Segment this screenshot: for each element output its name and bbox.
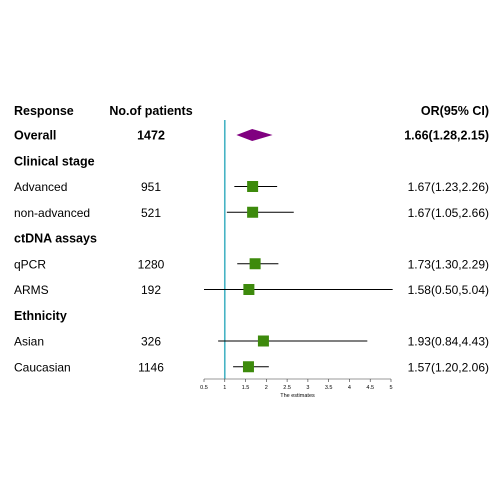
row-patients: 326 xyxy=(141,335,161,349)
row-advanced: Advanced 951 1.67(1.23,2.26) xyxy=(14,180,489,194)
row-label: qPCR xyxy=(14,257,46,271)
row-qpcr: qPCR 1280 1.73(1.30,2.29) xyxy=(14,257,489,271)
point-estimate xyxy=(247,206,259,218)
row-label: ctDNA assays xyxy=(14,232,97,246)
row-patients: 951 xyxy=(141,180,161,194)
x-tick-label: 3 xyxy=(306,385,309,391)
row-label: Advanced xyxy=(14,180,67,194)
row-or-ci: 1.66(1.28,2.15) xyxy=(404,129,489,143)
row-patients: 1146 xyxy=(138,360,164,374)
row-overall: Overall 1472 1.66(1.28,2.15) xyxy=(14,129,489,143)
x-axis-title: The estimates xyxy=(280,393,315,399)
row-label: Ethnicity xyxy=(14,309,67,323)
x-axis: 0.5 1 1.5 2 2.5 3 3.5 4 4.5 5 The estimates xyxy=(200,378,393,399)
row-patients: 521 xyxy=(141,206,161,220)
row-ethnicity: Ethnicity xyxy=(14,309,67,323)
x-tick-label: 0.5 xyxy=(200,385,208,391)
x-tick-label: 2.5 xyxy=(283,385,291,391)
header-response: Response xyxy=(14,104,74,118)
row-clinical-stage: Clinical stage xyxy=(14,154,95,168)
header-or-ci: OR(95% CI) xyxy=(421,104,489,118)
row-patients: 1280 xyxy=(138,257,165,271)
row-asian: Asian 326 1.93(0.84,4.43) xyxy=(14,335,489,349)
x-tick-label: 4.5 xyxy=(366,385,374,391)
row-label: ARMS xyxy=(14,283,49,297)
row-or-ci: 1.93(0.84,4.43) xyxy=(408,335,489,349)
x-tick-label: 1 xyxy=(223,385,226,391)
point-estimate xyxy=(257,335,269,347)
row-label: Asian xyxy=(14,335,44,349)
row-or-ci: 1.67(1.23,2.26) xyxy=(408,180,489,194)
summary-diamond xyxy=(236,129,273,141)
row-or-ci: 1.67(1.05,2.66) xyxy=(408,206,489,220)
x-tick-label: 1.5 xyxy=(242,385,250,391)
row-patients: 192 xyxy=(141,283,161,297)
x-tick-label: 2 xyxy=(265,385,268,391)
x-tick-label: 4 xyxy=(348,385,351,391)
row-label: non-advanced xyxy=(14,206,90,220)
row-label: Clinical stage xyxy=(14,154,95,168)
point-estimate xyxy=(247,181,259,192)
row-caucasian: Caucasian 1146 1.57(1.20,2.06) xyxy=(14,360,489,374)
row-non-advanced: non-advanced 521 1.67(1.05,2.66) xyxy=(14,206,489,220)
row-or-ci: 1.73(1.30,2.29) xyxy=(408,257,489,271)
row-or-ci: 1.57(1.20,2.06) xyxy=(408,360,489,374)
x-tick-label: 3.5 xyxy=(325,385,333,391)
point-estimate xyxy=(243,284,255,295)
row-patients: 1472 xyxy=(137,129,165,143)
row-label: Overall xyxy=(14,129,56,143)
row-label: Caucasian xyxy=(14,360,71,374)
point-estimate xyxy=(249,258,261,270)
header-no-of-patients: No.of patients xyxy=(109,104,192,118)
row-arms: ARMS 192 1.58(0.50,5.04) xyxy=(14,283,489,297)
x-tick-label: 5 xyxy=(389,385,392,391)
point-estimate xyxy=(242,361,254,373)
row-or-ci: 1.58(0.50,5.04) xyxy=(408,283,489,297)
rows: Overall 1472 1.66(1.28,2.15) Clinical stage… xyxy=(14,129,489,375)
column-headers: Response No.of patients OR(95% CI) xyxy=(14,104,489,118)
row-ctdna-assays: ctDNA assays xyxy=(14,232,97,246)
